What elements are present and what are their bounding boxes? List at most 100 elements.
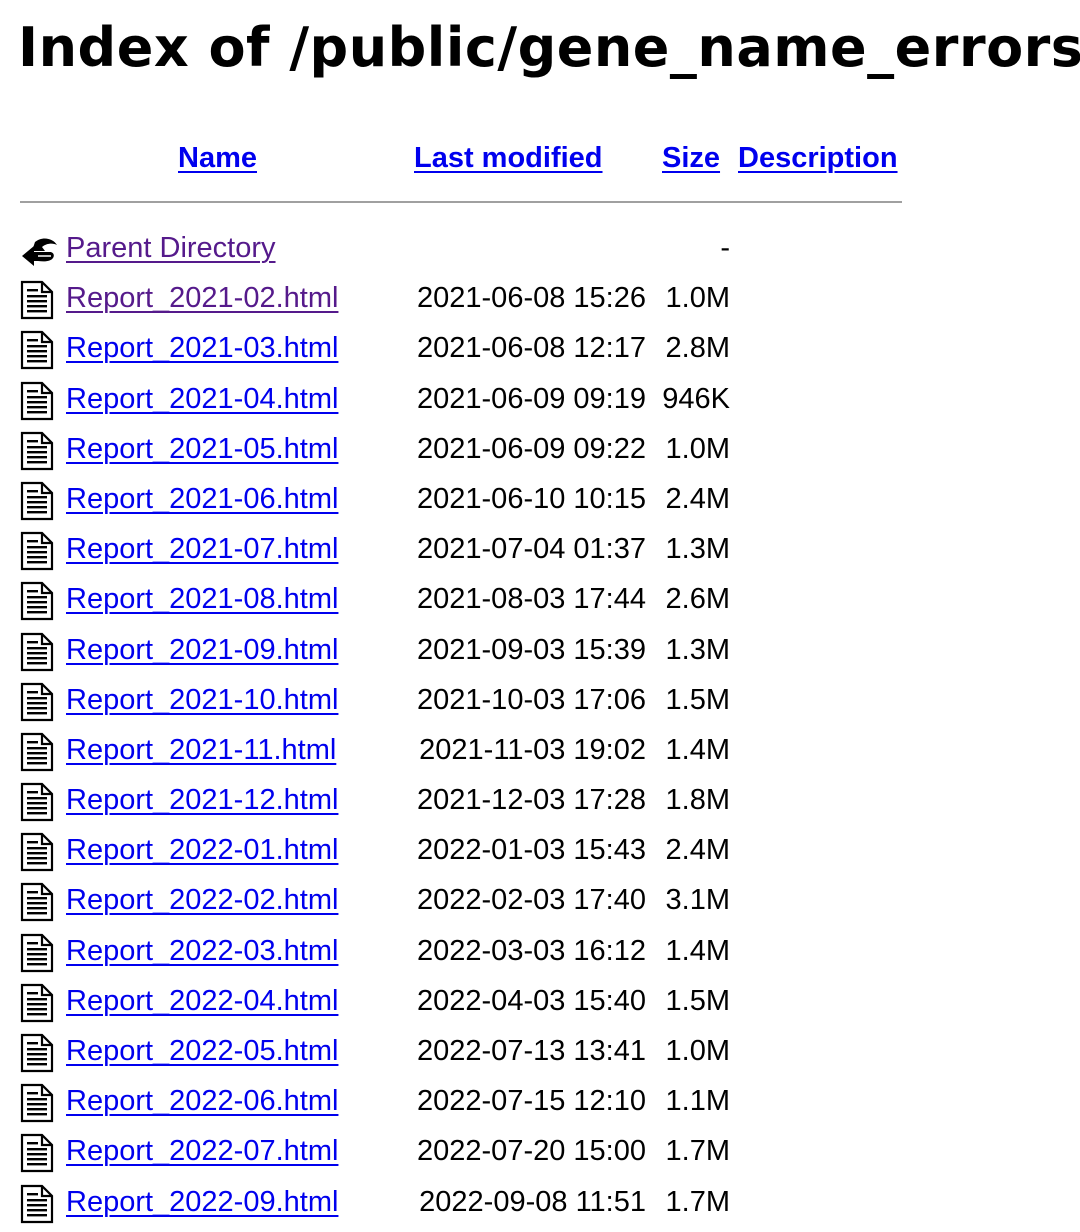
text-file-icon [20,682,58,722]
file-link[interactable]: Report_2021-02.html [66,282,339,315]
file-link[interactable]: Report_2022-09.html [66,1185,339,1218]
file-link[interactable]: Report_2021-12.html [66,784,339,817]
file-size: 3.1M [665,884,730,917]
file-listing: Parent Directory - Report_2021-02.html 20… [0,224,1080,1228]
file-last-modified: 2022-09-08 11:51 [419,1185,646,1218]
sort-by-size-link[interactable]: Size [662,142,721,174]
file-last-modified: 2022-07-20 15:00 [417,1135,646,1168]
file-size: 1.4M [665,733,730,766]
file-link[interactable]: Report_2021-11.html [66,733,337,766]
parent-directory-row: Parent Directory - [0,224,1080,274]
file-link[interactable]: Report_2022-01.html [66,834,339,867]
file-last-modified: 2021-11-03 19:02 [419,733,646,766]
file-size: 1.0M [665,282,730,315]
text-file-icon [20,1033,58,1073]
file-link[interactable]: Report_2021-08.html [66,583,339,616]
file-size: 2.8M [665,332,730,365]
file-size: 1.3M [665,633,730,666]
parent-directory-link[interactable]: Parent Directory [66,232,276,264]
file-link[interactable]: Report_2022-07.html [66,1135,339,1168]
file-size: 1.7M [665,1135,730,1168]
file-size: 1.4M [665,934,730,967]
text-file-icon [20,933,58,973]
text-file-icon [20,330,58,370]
file-last-modified: 2022-07-15 12:10 [417,1085,646,1118]
sort-by-description-link[interactable]: Description [738,142,898,174]
text-file-icon [20,481,58,521]
file-last-modified: 2021-08-03 17:44 [417,583,646,616]
file-size: 1.3M [665,533,730,566]
file-size: 2.6M [665,583,730,616]
file-row: Report_2021-12.html 2021-12-03 17:28 1.8M [0,776,1080,826]
file-row: Report_2021-07.html 2021-07-04 01:37 1.3M [0,525,1080,575]
file-size: 1.5M [665,683,730,716]
file-link[interactable]: Report_2021-03.html [66,332,339,365]
file-last-modified: 2021-10-03 17:06 [417,683,646,716]
file-row: Report_2022-09.html 2022-09-08 11:51 1.7M [0,1178,1080,1228]
text-file-icon [20,280,58,320]
file-last-modified: 2022-04-03 15:40 [417,984,646,1017]
file-link[interactable]: Report_2022-06.html [66,1085,339,1118]
file-row: Report_2022-03.html 2022-03-03 16:12 1.4M [0,927,1080,977]
text-file-icon [20,381,58,421]
file-link[interactable]: Report_2022-05.html [66,1035,339,1067]
text-file-icon [20,1184,58,1224]
file-last-modified: 2021-12-03 17:28 [417,784,646,817]
file-last-modified: 2021-06-09 09:22 [417,432,646,465]
file-link[interactable]: Report_2021-07.html [66,533,339,566]
page-title: Index of /public/gene_name_errors [18,16,1080,79]
file-row: Report_2021-04.html 2021-06-09 09:19 946K [0,375,1080,425]
text-file-icon [20,431,58,471]
file-row: Report_2022-07.html 2022-07-20 15:00 1.7M [0,1127,1080,1177]
file-link[interactable]: Report_2021-09.html [66,633,339,666]
sort-by-name-link[interactable]: Name [178,142,257,174]
file-last-modified: 2022-03-03 16:12 [417,934,646,967]
text-file-icon [20,531,58,571]
text-file-icon [20,983,58,1023]
file-last-modified: 2021-09-03 15:39 [417,633,646,666]
file-last-modified: 2021-07-04 01:37 [417,533,646,566]
file-size: 1.5M [665,984,730,1017]
file-row: Report_2022-06.html 2022-07-15 12:10 1.1M [0,1077,1080,1127]
file-size: 2.4M [665,482,730,515]
file-size: 1.0M [665,1035,730,1067]
file-link[interactable]: Report_2021-06.html [66,482,339,515]
file-last-modified: 2021-06-08 12:17 [417,332,646,365]
file-size: 2.4M [665,834,730,867]
header-divider [20,201,902,203]
text-file-icon [20,882,58,922]
file-size: 946K [662,382,730,415]
file-row: Report_2021-03.html 2021-06-08 12:17 2.8M [0,324,1080,374]
file-link[interactable]: Report_2022-03.html [66,934,339,967]
file-row: Report_2022-02.html 2022-02-03 17:40 3.1M [0,876,1080,926]
file-row: Report_2022-05.html 2022-07-13 13:41 1.0M [0,1027,1080,1077]
file-last-modified: 2022-02-03 17:40 [417,884,646,917]
file-last-modified: 2022-01-03 15:43 [417,834,646,867]
file-row: Report_2021-05.html 2021-06-09 09:22 1.0M [0,425,1080,475]
file-row: Report_2021-02.html 2021-06-08 15:26 1.0M [0,274,1080,324]
text-file-icon [20,782,58,822]
text-file-icon [20,632,58,672]
back-arrow-icon [20,230,58,270]
text-file-icon [20,832,58,872]
file-link[interactable]: Report_2021-05.html [66,432,339,465]
file-last-modified: 2021-06-09 09:19 [417,382,646,415]
parent-size: - [720,232,730,264]
file-row: Report_2021-09.html 2021-09-03 15:39 1.3M [0,626,1080,676]
file-size: 1.0M [665,432,730,465]
text-file-icon [20,581,58,621]
file-link[interactable]: Report_2021-04.html [66,382,339,415]
file-row: Report_2021-10.html 2021-10-03 17:06 1.5M [0,676,1080,726]
file-row: Report_2022-01.html 2022-01-03 15:43 2.4M [0,826,1080,876]
file-size: 1.1M [665,1085,730,1118]
text-file-icon [20,732,58,772]
file-row: Report_2021-06.html 2021-06-10 10:15 2.4M [0,475,1080,525]
sort-by-last-modified-link[interactable]: Last modified [414,142,603,174]
file-link[interactable]: Report_2021-10.html [66,683,339,716]
file-size: 1.7M [665,1185,730,1218]
file-last-modified: 2021-06-08 15:26 [417,282,646,315]
file-row: Report_2022-04.html 2022-04-03 15:40 1.5M [0,977,1080,1027]
file-link[interactable]: Report_2022-02.html [66,884,339,917]
file-link[interactable]: Report_2022-04.html [66,984,339,1017]
file-last-modified: 2022-07-13 13:41 [417,1035,646,1067]
